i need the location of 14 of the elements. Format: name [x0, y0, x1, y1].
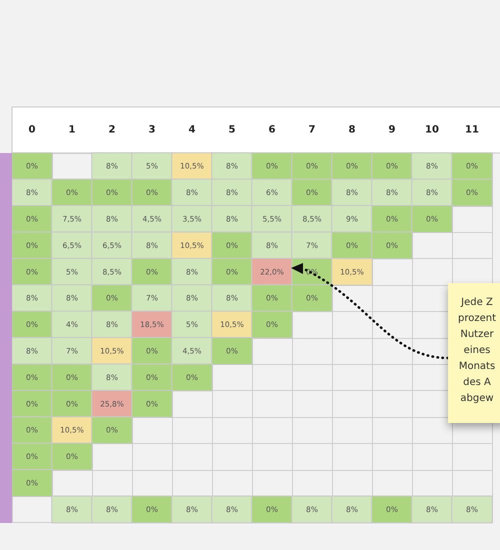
annotation: Jede Z prozent Nutzer eines Monats des A abgew	[456, 296, 498, 406]
x-tick-label: 0	[28, 124, 36, 136]
x-tick-label: 6	[268, 124, 276, 136]
x-tick-label: 2	[108, 124, 116, 136]
x-tick-label: 8	[348, 124, 356, 136]
x-tick-label: 7	[308, 124, 316, 136]
x-tick-label: 10	[425, 124, 439, 136]
x-tick-label: 5	[228, 124, 236, 136]
sticky-note: Jede Z prozent Nutzer eines Monats des A abgew	[448, 283, 500, 423]
x-tick-label: 4	[188, 124, 196, 136]
x-tick-label: 11	[465, 124, 479, 136]
x-tick-label: 3	[148, 124, 156, 136]
x-tick-label: 9	[388, 124, 396, 136]
x-tick-label: 1	[68, 124, 76, 136]
